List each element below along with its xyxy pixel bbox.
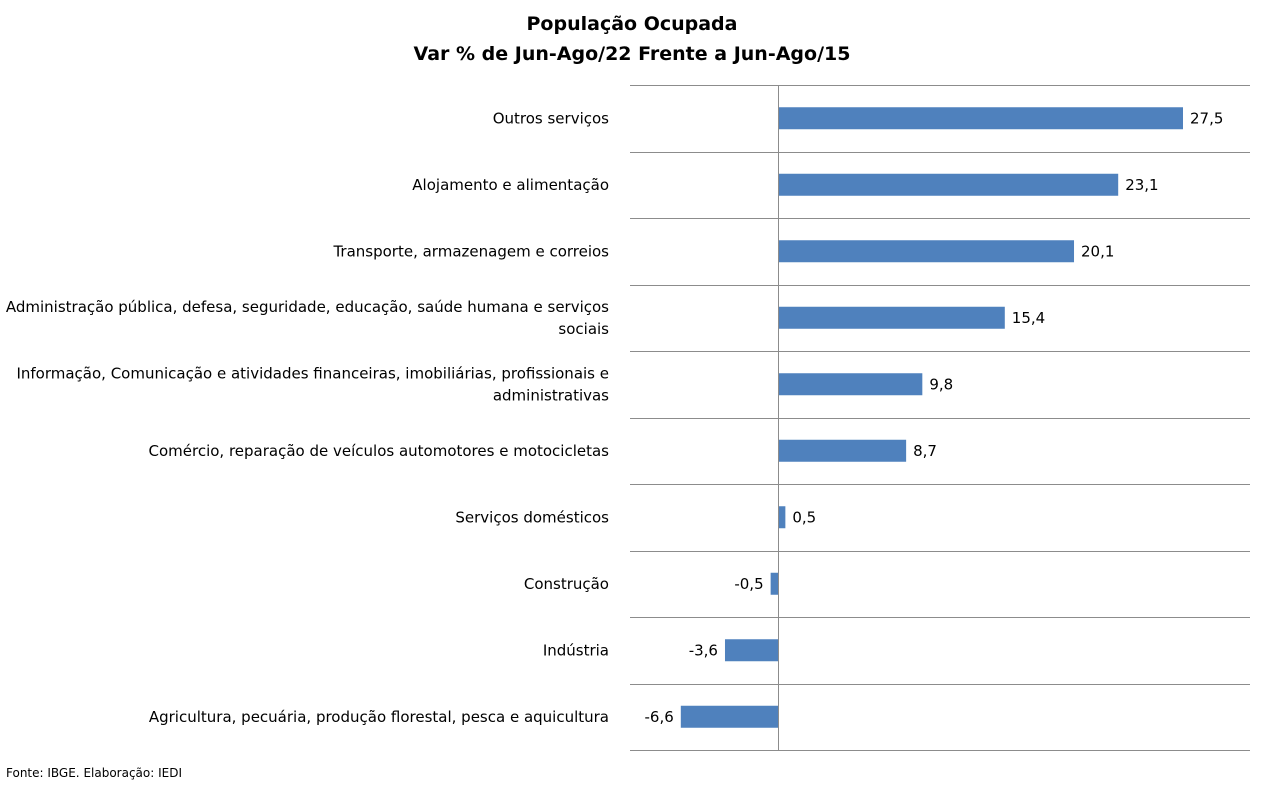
data-label: 0,5 [792,508,816,526]
bar [680,705,778,728]
data-label: 23,1 [1125,176,1158,194]
category-label: sociais [558,320,609,338]
data-label: 15,4 [1012,309,1045,327]
data-label: 20,1 [1081,242,1114,260]
data-label: -0,5 [734,575,763,593]
bar [778,107,1183,130]
category-label: Informação, Comunicação e atividades fin… [16,364,609,382]
category-label: Serviços domésticos [455,508,609,526]
category-label: Transporte, armazenagem e correios [332,242,609,260]
data-label: 27,5 [1190,109,1223,127]
bar [778,506,786,529]
category-label: Comércio, reparação de veículos automoto… [149,442,610,460]
category-label: Agricultura, pecuária, produção floresta… [149,708,609,726]
chart-title: População Ocupada [526,13,738,35]
data-label: 8,7 [913,442,937,460]
source-note: Fonte: IBGE. Elaboração: IEDI [6,766,183,780]
data-label: -3,6 [689,641,718,659]
bar [724,639,778,662]
data-label: 9,8 [929,375,953,393]
category-label: Construção [524,575,609,593]
bar [778,173,1119,196]
bar [778,373,923,396]
category-label: Administração pública, defesa, seguridad… [6,298,609,316]
bar [770,572,778,595]
chart-subtitle: Var % de Jun-Ago/22 Frente a Jun-Ago/15 [413,43,851,65]
bar [778,306,1005,329]
bar [778,439,907,462]
category-label: Outros serviços [493,109,609,127]
category-label: Indústria [543,641,609,659]
data-label: -6,6 [645,708,674,726]
bar [778,240,1075,263]
category-label: Alojamento e alimentação [412,176,609,194]
category-label: administrativas [493,386,609,404]
